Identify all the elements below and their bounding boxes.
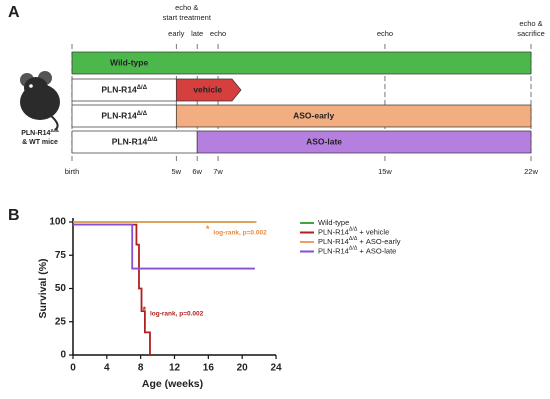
- x-tick-label: 24: [270, 363, 282, 374]
- y-tick-label: 75: [55, 250, 67, 261]
- group-label: Wild-type: [110, 57, 148, 67]
- y-tick-label: 100: [49, 217, 66, 228]
- event-label: late: [191, 29, 203, 38]
- event-label: echo: [377, 29, 393, 38]
- annotation: log-rank, p=0.002: [150, 310, 204, 317]
- annotation-mark: *: [142, 305, 146, 315]
- x-axis-title: Age (weeks): [142, 378, 203, 390]
- x-tick-label: 16: [203, 363, 215, 374]
- treatment-label: ASO-late: [306, 136, 342, 146]
- annotation: log-rank, p=0.002: [213, 229, 267, 236]
- legend-label: PLN-R14Δ/Δ + vehicle: [318, 227, 389, 237]
- panel-label: B: [8, 207, 20, 224]
- group-label: PLN-R14Δ/Δ: [101, 84, 147, 94]
- legend-label: PLN-R14Δ/Δ + ASO-late: [318, 246, 396, 256]
- treatment-bar: [175, 104, 532, 128]
- mouse-caption: PLN-R14Δ/Δ: [21, 128, 59, 137]
- event-header: start treatment: [163, 13, 212, 22]
- y-tick-label: 50: [55, 283, 67, 294]
- legend-label: Wild-type: [318, 218, 349, 227]
- x-tick-label: 4: [104, 363, 110, 374]
- x-tick-label: 0: [70, 363, 76, 374]
- survival-line: [73, 223, 255, 270]
- timeline-label: 22w: [524, 167, 538, 176]
- survival-line: [73, 223, 151, 355]
- timeline-label: birth: [65, 167, 80, 176]
- timeline-label: 7w: [213, 167, 223, 176]
- group-label: PLN-R14Δ/Δ: [101, 110, 147, 120]
- event-label: sacrifice: [517, 29, 545, 38]
- annotation-mark: *: [206, 224, 210, 234]
- y-tick-label: 0: [60, 350, 66, 361]
- event-header: echo &: [175, 3, 198, 12]
- treatment-label: vehicle: [193, 84, 222, 94]
- x-tick-label: 8: [138, 363, 144, 374]
- timeline-label: 5w: [172, 167, 182, 176]
- x-tick-label: 20: [237, 363, 249, 374]
- mouse-icon: [20, 71, 60, 131]
- event-label: early: [168, 29, 185, 38]
- timeline-label: 6w: [192, 167, 202, 176]
- legend-label: PLN-R14Δ/Δ + ASO-early: [318, 236, 401, 246]
- event-label: echo: [210, 29, 226, 38]
- x-tick-label: 12: [169, 363, 181, 374]
- treatment-label: ASO-early: [293, 110, 334, 120]
- group-label: PLN-R14Δ/Δ: [112, 136, 158, 146]
- panel-label: A: [8, 4, 20, 21]
- mouse-caption: & WT mice: [22, 139, 58, 146]
- timeline-label: 15w: [378, 167, 392, 176]
- y-axis-title: Survival (%): [37, 258, 49, 318]
- y-tick-label: 25: [55, 316, 67, 327]
- treatment-bar: [196, 130, 532, 154]
- group-bar: [71, 51, 532, 75]
- treatment-bar: [175, 78, 242, 102]
- event-label: echo &: [519, 19, 542, 28]
